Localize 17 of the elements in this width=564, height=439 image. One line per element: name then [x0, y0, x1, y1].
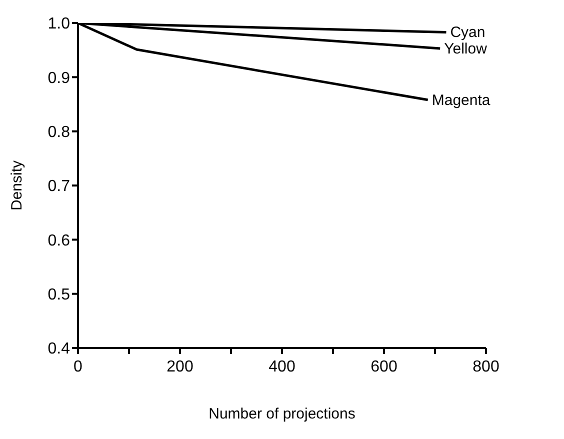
- x-tick-label: 0: [74, 358, 83, 376]
- y-tick-label: 0.6: [48, 232, 70, 250]
- y-tick-label: 0.7: [48, 178, 70, 196]
- x-axis-title: Number of projections: [208, 406, 356, 423]
- y-tick-label: 1.0: [48, 16, 70, 33]
- y-tick-label: 0.4: [48, 340, 70, 358]
- x-tick-label: 400: [268, 358, 296, 376]
- y-axis-title: Density: [8, 160, 26, 211]
- series-label: Magenta: [432, 92, 491, 109]
- y-tick-label: 0.9: [48, 70, 70, 87]
- y-tick-label: 0.5: [48, 286, 70, 304]
- y-tick-label: 0.8: [48, 124, 70, 142]
- series-label: Cyan: [450, 24, 486, 42]
- x-tick-label: 200: [166, 358, 194, 376]
- x-tick-label: 600: [370, 358, 398, 376]
- x-tick-label: 800: [472, 358, 500, 376]
- series-label: Yellow: [444, 40, 488, 58]
